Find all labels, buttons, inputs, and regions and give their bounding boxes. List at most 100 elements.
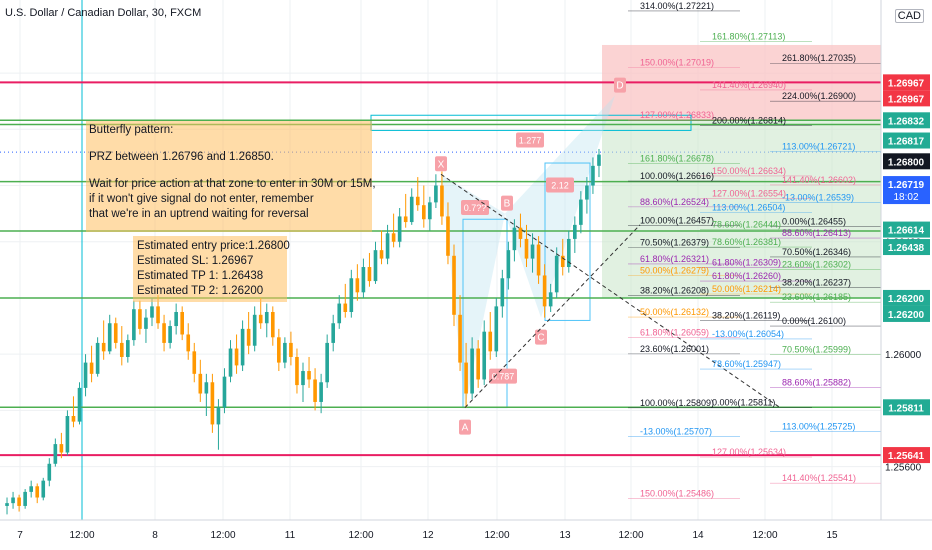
candle-body	[89, 362, 94, 374]
time-tick-label: 12:00	[618, 530, 643, 541]
candle-body	[35, 486, 40, 498]
candle-body	[83, 362, 88, 388]
time-tick-label: 12	[422, 530, 434, 541]
candle-body	[361, 267, 366, 293]
candle-body	[65, 416, 70, 453]
candle-body	[415, 196, 420, 206]
candle-body	[591, 165, 595, 186]
price-tag	[883, 176, 930, 205]
fib-level-label: -13.00%(1.25707)	[640, 427, 712, 437]
price-tag	[883, 112, 930, 129]
fib-level-label: 50.00%(1.26132)	[640, 307, 709, 317]
candle-body	[482, 331, 487, 380]
price-axis[interactable]: 1.264001.260001.256001.269671.269671.268…	[880, 0, 932, 520]
fib-level-label: 0.00%(1.26455)	[782, 216, 846, 226]
candle-body	[573, 224, 577, 239]
price-tag-label: 1.26438	[888, 243, 925, 254]
fib-level-label: 314.00%(1.27221)	[640, 1, 714, 11]
candle-body	[512, 227, 517, 251]
estimates-annotation[interactable]: Estimated entry price:1.26800 Estimated …	[133, 236, 290, 302]
ratio-tag-label: 1.277	[519, 136, 542, 146]
fib-level-label: 61.80%(1.26321)	[640, 254, 709, 264]
candle-body	[150, 306, 154, 318]
pattern-point-marker	[501, 195, 513, 211]
candle-body	[379, 250, 384, 259]
candle-body	[132, 309, 136, 341]
fib-level-label: 70.50%(1.26379)	[640, 238, 709, 248]
candle-body	[367, 267, 372, 282]
candle-body	[319, 382, 323, 402]
candle-body	[397, 216, 402, 242]
candle-body	[11, 497, 15, 504]
pattern-point-label: X	[438, 159, 445, 170]
candle-body	[494, 306, 499, 352]
currency-selector[interactable]: CAD	[894, 9, 924, 23]
price-tag-label: 1.26200	[888, 310, 925, 321]
price-tag	[883, 447, 930, 464]
candle-body	[470, 348, 474, 394]
time-axis[interactable]: 7 12:00 8 12:00 11 12:00 12 12:00 13 12:00 14 12:00…	[0, 519, 932, 550]
fib-level-label: 38.20%(1.26208)	[640, 286, 709, 296]
advice-line: that we're in an uptrend waiting for rev…	[89, 208, 309, 220]
candle-body	[29, 486, 33, 492]
advice-line: Wait for price action at that zone to en…	[89, 178, 376, 190]
fib-level-label: 23.60%(1.26302)	[782, 259, 851, 269]
candle-body	[325, 342, 329, 383]
price-tag	[883, 74, 930, 91]
candle-body	[126, 340, 130, 357]
pattern-annotation[interactable]: Butterfly pattern: PRZ between 1.26796 a…	[86, 121, 376, 232]
fib-level-label: 150.00%(1.27019)	[640, 58, 714, 68]
price-tag-label: 1.26967	[888, 78, 925, 89]
time-tick-label: 12:00	[484, 530, 509, 541]
candle-body	[530, 244, 535, 259]
candle-body	[210, 382, 215, 425]
candle-body	[488, 331, 493, 352]
candle-body	[162, 323, 166, 343]
fib-level-label: 88.60%(1.26524)	[640, 197, 709, 207]
candle-body	[77, 387, 82, 422]
candle-body	[277, 337, 281, 363]
bar-countdown: 18:02	[893, 192, 918, 203]
candle-body	[156, 306, 160, 324]
candle-body	[301, 371, 305, 386]
fib-level-label: 70.50%(1.26346)	[782, 247, 851, 257]
candle-body	[307, 371, 311, 380]
candle-body	[524, 238, 529, 259]
fib-level-label: 0.00%(1.26100)	[782, 316, 846, 326]
ratio-tag-label: 2.12	[551, 181, 569, 191]
fib-level-label: 141.40%(1.26602)	[782, 175, 856, 185]
price-tag	[883, 221, 930, 238]
prz-text: PRZ between 1.26796 and 1.26850.	[89, 151, 274, 163]
fib-level-label: 61.80%(1.26309)	[712, 257, 781, 267]
fib-level-label: 61.80%(1.26260)	[712, 271, 781, 281]
dashed-projection	[440, 173, 781, 408]
fib-level-label: 88.60%(1.25882)	[782, 377, 851, 387]
fib-level-label: 141.40%(1.25541)	[782, 473, 856, 483]
fib-level-label: 127.00%(1.26554)	[712, 188, 786, 198]
candle-body	[476, 348, 480, 380]
ratio-tag	[546, 177, 574, 193]
fib-level-label: 78.60%(1.26444)	[712, 219, 781, 229]
candle-body	[548, 292, 553, 307]
pattern-point-marker	[459, 419, 471, 435]
candle-body	[101, 342, 106, 352]
candle-body	[597, 154, 601, 166]
price-tag-label: 1.26719	[888, 180, 925, 191]
fib-level-label: 100.00%(1.26457)	[640, 216, 714, 226]
ratio-tag	[489, 368, 517, 384]
fib-level-label: 127.00%(1.25634)	[712, 447, 786, 457]
candle-body	[500, 278, 505, 307]
candle-body	[385, 233, 390, 259]
fib-level-label: 61.80%(1.26059)	[640, 328, 709, 338]
time-tick-label: 14	[692, 530, 704, 541]
candle-body	[283, 342, 287, 363]
symbol-title[interactable]: U.S. Dollar / Canadian Dollar, 30, FXCM	[5, 7, 202, 19]
candle-body	[337, 303, 342, 324]
fib-level-label: 38.20%(1.26237)	[782, 278, 851, 288]
candle-body	[566, 238, 571, 268]
pattern-title: Butterfly pattern:	[89, 124, 174, 136]
candle-body	[252, 314, 257, 346]
fib-level-label: 113.00%(1.26504)	[712, 202, 785, 212]
candle-body	[5, 503, 9, 506]
